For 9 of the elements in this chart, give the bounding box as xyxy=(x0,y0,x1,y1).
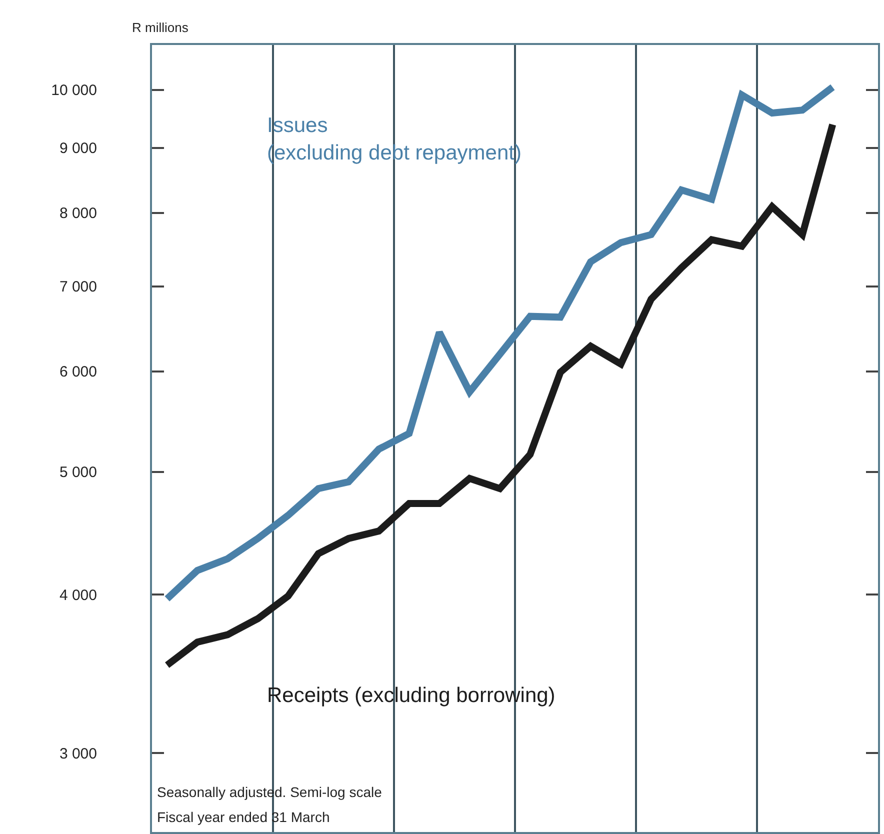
y-tick-label: 5 000 xyxy=(59,464,97,482)
y-tick-label: 3 000 xyxy=(59,745,97,762)
y-tick-label: 6 000 xyxy=(59,364,97,381)
y-tick-label: 10 000 xyxy=(51,82,97,100)
y-tick-label: 8 000 xyxy=(59,205,97,222)
y-axis-title: R millions xyxy=(132,20,189,35)
y-tick-label: 4 000 xyxy=(59,586,97,604)
y-tick-label: 9 000 xyxy=(59,140,97,158)
y-tick-label: 7 000 xyxy=(59,278,97,296)
